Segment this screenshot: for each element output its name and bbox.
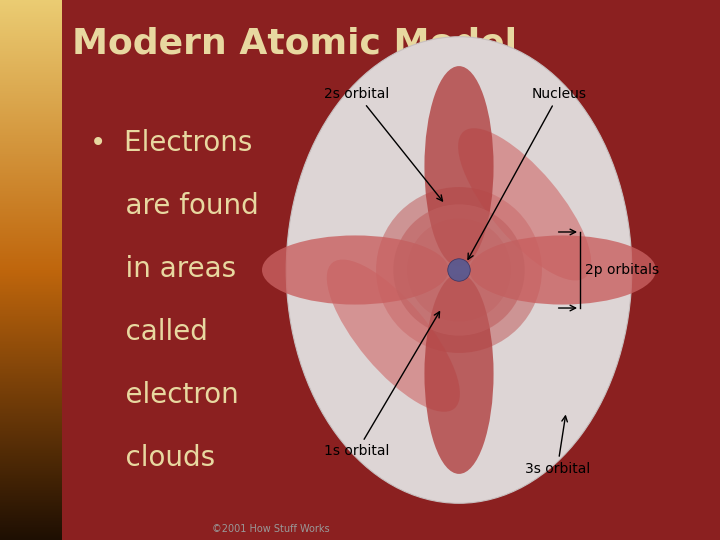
Text: 2p orbitals: 2p orbitals [585,263,660,277]
Text: Nucleus: Nucleus [468,87,587,259]
Text: ©2001 How Stuff Works: ©2001 How Stuff Works [212,524,330,535]
Text: •  Electrons: • Electrons [90,129,253,157]
Ellipse shape [425,273,494,474]
Ellipse shape [425,66,494,267]
Ellipse shape [458,128,591,280]
Ellipse shape [376,187,542,353]
Ellipse shape [469,235,656,305]
Ellipse shape [393,204,525,336]
Text: 3s orbital: 3s orbital [525,416,590,476]
Text: 2s orbital: 2s orbital [324,87,443,201]
Text: clouds: clouds [90,444,215,472]
Ellipse shape [448,259,470,281]
Ellipse shape [262,235,449,305]
Text: Modern Atomic Model: Modern Atomic Model [72,27,517,60]
Text: called: called [90,318,208,346]
Text: are found: are found [90,192,258,220]
Ellipse shape [287,37,632,503]
Text: 1s orbital: 1s orbital [324,312,439,458]
Ellipse shape [408,218,511,322]
Ellipse shape [327,260,460,412]
Text: in areas: in areas [90,255,236,283]
Text: electron: electron [90,381,239,409]
